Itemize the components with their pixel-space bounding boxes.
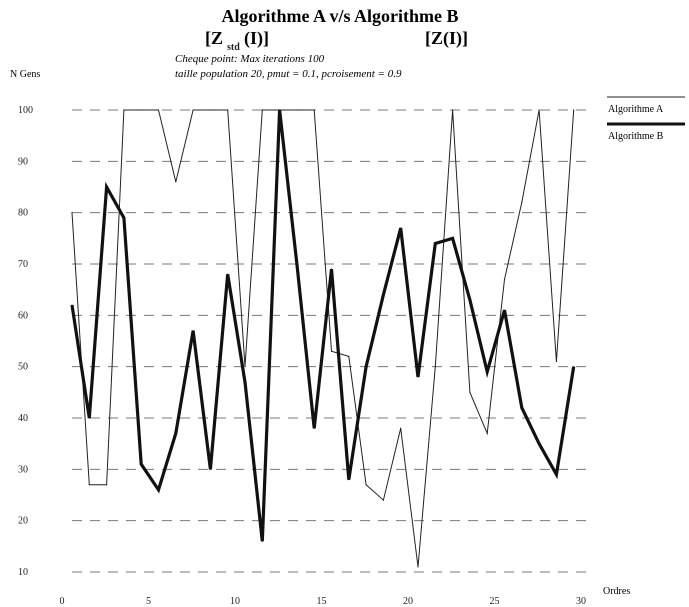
data-point: [279, 109, 281, 111]
data-point: [469, 299, 471, 301]
data-point: [538, 109, 540, 111]
data-point: [106, 484, 108, 486]
x-tick-label: 20: [403, 596, 413, 607]
x-tick-label: 0: [60, 596, 65, 607]
data-point: [296, 109, 298, 111]
tick-labels: 10 20 30 40 50 60 70 80 90 100 0 5 10 15 20 25 30: [18, 105, 586, 607]
x-tick-label: 5: [146, 596, 151, 607]
y-tick-label: 50: [18, 362, 28, 373]
grid-lines: [72, 109, 591, 573]
data-point: [521, 201, 523, 203]
x-tick-label: 30: [576, 596, 586, 607]
data-point: [88, 417, 90, 419]
y-tick-label: 90: [18, 156, 28, 167]
chart-note-line2: taille population 20, pmut = 0.1, pcrois…: [175, 68, 402, 80]
x-tick-label: 25: [490, 596, 500, 607]
data-point: [71, 304, 73, 306]
y-tick-label: 20: [18, 516, 28, 527]
y-axis-label: N Gens: [10, 69, 40, 80]
data-point: [400, 427, 402, 429]
data-point: [330, 350, 333, 352]
data-point: [140, 109, 142, 111]
data-point: [244, 381, 246, 383]
data-point: [348, 479, 350, 481]
data-point: [244, 366, 246, 368]
y-tick-label: 70: [18, 259, 28, 270]
data-point: [573, 109, 575, 111]
x-tick-label: 15: [317, 596, 327, 607]
y-tick-label: 60: [18, 310, 28, 321]
data-point: [417, 376, 419, 378]
data-point: [192, 330, 194, 332]
data-point: [209, 468, 211, 470]
data-point: [192, 109, 194, 111]
data-point: [313, 427, 315, 429]
data-point: [261, 109, 263, 111]
y-tick-label: 30: [18, 464, 28, 475]
chart-note-line1: Cheque point: Max iterations 100: [175, 53, 325, 65]
data-point: [573, 366, 575, 368]
subtitle-right: [Z(I)]: [425, 28, 468, 49]
data-point: [452, 109, 454, 111]
data-point: [261, 540, 263, 542]
data-point: [227, 109, 229, 111]
y-tick-label: 40: [18, 413, 28, 424]
x-tick-label: 10: [230, 596, 240, 607]
data-point: [106, 186, 108, 188]
data-point: [417, 566, 419, 568]
data-point: [434, 242, 436, 245]
legend-label-algorithme-b: Algorithme B: [608, 131, 664, 142]
data-point: [469, 391, 471, 393]
data-point: [382, 294, 384, 296]
subtitle-left-end: (I)]: [244, 28, 269, 49]
data-point: [88, 484, 90, 486]
data-point: [486, 371, 488, 373]
data-point: [123, 109, 125, 111]
data-point: [175, 181, 177, 183]
data-point: [503, 309, 506, 311]
data-point: [209, 109, 211, 111]
data-point: [503, 278, 506, 280]
data-point: [555, 360, 558, 363]
subtitle-left: [Z: [205, 28, 223, 48]
data-point: [486, 432, 488, 434]
series-line-algorithme-a: [71, 109, 575, 567]
legend-label-algorithme-a: Algorithme A: [608, 104, 664, 115]
data-point: [538, 443, 540, 445]
data-point: [157, 489, 160, 491]
x-axis-label: Ordres: [603, 586, 630, 597]
data-point: [452, 237, 454, 239]
chart-title: Algorithme A v/s Algorithme B: [222, 6, 459, 26]
data-point: [71, 212, 73, 214]
data-point: [157, 109, 160, 111]
data-point: [175, 432, 177, 434]
data-point: [123, 217, 125, 219]
subtitle-left-subscript: std: [227, 42, 240, 53]
data-point: [400, 227, 402, 229]
data-point: [365, 366, 367, 368]
series-line-algorithme-b: [70, 109, 576, 542]
data-point: [227, 273, 229, 275]
data-point: [313, 109, 315, 111]
y-tick-label: 100: [18, 105, 33, 116]
data-point: [555, 473, 558, 476]
data-point: [330, 268, 333, 270]
y-tick-label: 80: [18, 208, 28, 219]
data-point: [296, 263, 298, 265]
data-point: [140, 463, 142, 465]
data-point: [434, 366, 436, 368]
data-point: [365, 484, 367, 486]
legend: Algorithme A Algorithme B: [607, 96, 685, 142]
series-lines: [70, 109, 576, 568]
data-point: [382, 499, 384, 501]
data-point: [348, 355, 350, 357]
data-point: [521, 407, 523, 409]
y-tick-label: 10: [18, 567, 28, 578]
